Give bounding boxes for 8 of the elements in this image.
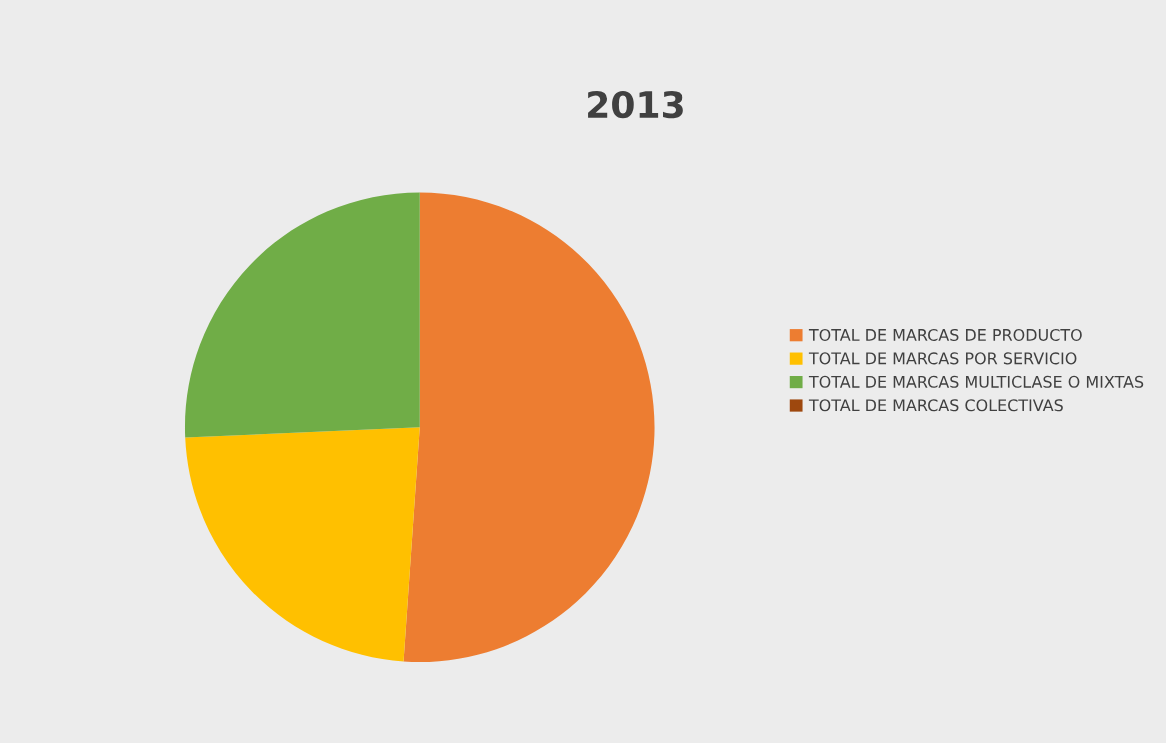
legend-label: TOTAL DE MARCAS COLECTIVAS bbox=[808, 399, 1063, 412]
legend-label: TOTAL DE MARCAS MULTICLASE O MIXTAS bbox=[808, 375, 1144, 388]
pie-slice bbox=[185, 427, 420, 662]
legend-label: TOTAL DE MARCAS DE PRODUCTO bbox=[808, 328, 1082, 341]
legend-label: TOTAL DE MARCAS POR SERVICIO bbox=[808, 352, 1077, 365]
pie-slice bbox=[403, 192, 655, 663]
chart-title: 2013 bbox=[588, 90, 683, 119]
pie-slice bbox=[184, 192, 420, 438]
